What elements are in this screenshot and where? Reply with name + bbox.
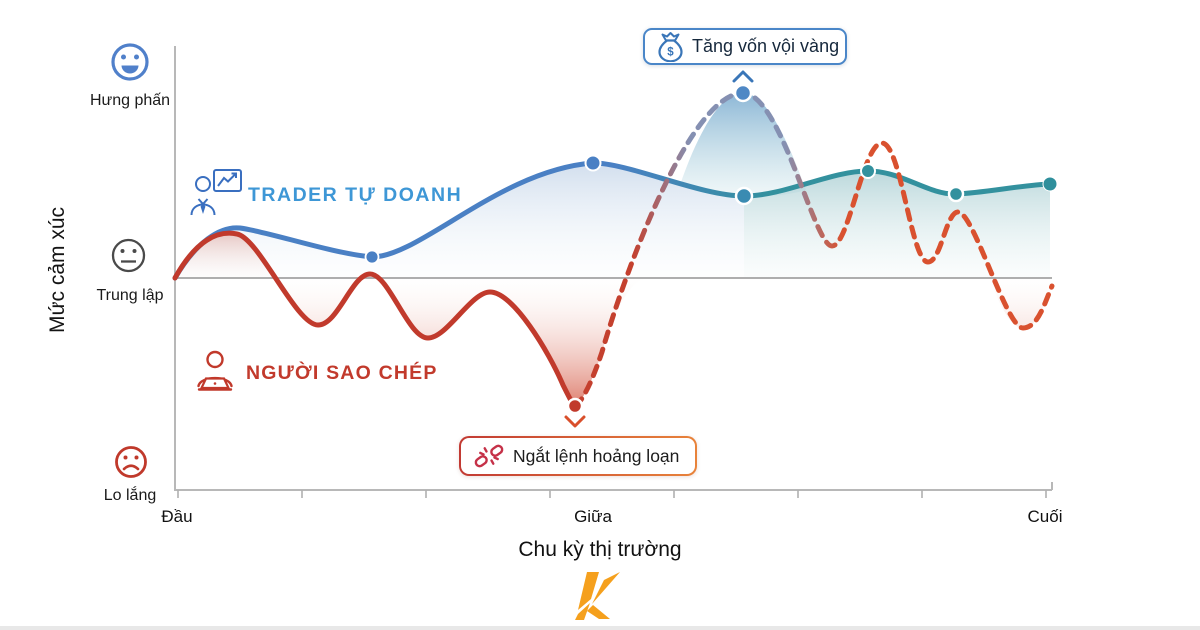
marker-copier-trough [566, 397, 584, 415]
person-at-laptop-icon [197, 350, 233, 391]
y-level-worried-label: Lo lắng [103, 487, 157, 504]
y-axis-title: Mức cảm xúc [46, 206, 69, 334]
marker-trader-dip2 [947, 185, 965, 203]
broken-link-icon [474, 444, 504, 468]
trader-area-fill-left [175, 163, 744, 278]
x-tick-end-label: Cuối [1027, 507, 1063, 526]
copier-area-fill [175, 233, 649, 406]
x-tick-middle-label: Giữa [574, 507, 612, 526]
data-point-markers [364, 83, 1058, 415]
y-level-neutral-label: Trung lập [96, 287, 164, 304]
legend-copier-label: NGƯỜI SAO CHÉP [246, 362, 438, 384]
axis-frame [174, 46, 1053, 491]
axis-ticks [177, 490, 1047, 498]
annotation-capital-increase-label: Tăng vốn vội vàng [692, 36, 840, 56]
x-tick-start-label: Đầu [161, 507, 193, 526]
k-logo [575, 572, 620, 620]
marker-trader-under-peak [734, 186, 754, 206]
marker-trader-dip1 [364, 249, 380, 265]
marker-trader-bump [860, 163, 876, 179]
marker-trader-end [1042, 176, 1058, 192]
legend-trader-label: TRADER TỰ DOANH [248, 184, 463, 206]
copier-dashed-line [572, 90, 1055, 409]
annotation-panic-cut: Ngắt lệnh hoảng loạn [459, 436, 697, 476]
x-axis-title: Chu kỳ thị trường [518, 538, 682, 561]
trader-line [172, 160, 1053, 281]
annotation-panic-cut-label: Ngắt lệnh hoảng loạn [513, 445, 680, 466]
annotation-capital-increase: $ Tăng vốn vội vàng [643, 28, 847, 65]
bottom-edge-strip [0, 626, 1200, 630]
trader-presenting-chart-icon [190, 169, 242, 216]
caret-down-icon [564, 415, 586, 428]
happy-face-icon [111, 43, 149, 81]
marker-dashed-peak-top [733, 83, 753, 103]
dollar-symbol: $ [667, 47, 674, 59]
marker-trader-crest [584, 154, 602, 172]
copier-solid-line [172, 230, 578, 409]
sad-face-icon [115, 446, 147, 478]
neutral-face-icon [111, 238, 146, 273]
money-bag-icon: $ [658, 32, 683, 62]
y-level-excited-label: Hưng phấn [89, 92, 171, 109]
trader-area-fill-right [744, 171, 1050, 278]
caret-up-icon [732, 70, 754, 83]
dashed-peak-area-fill [680, 93, 806, 197]
